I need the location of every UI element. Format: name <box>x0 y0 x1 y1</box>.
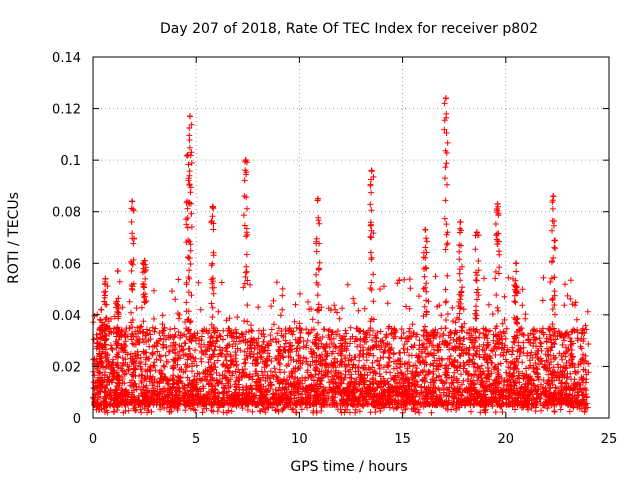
peak-point <box>187 113 194 120</box>
x-axis-label: GPS time / hours <box>290 459 407 475</box>
x-tick-label: 15 <box>394 432 411 447</box>
peak-point <box>513 260 520 267</box>
data-points <box>90 95 592 416</box>
x-tick-label: 20 <box>498 432 515 447</box>
grid-lines <box>93 57 609 418</box>
scatter-markers <box>90 95 592 416</box>
peak-point <box>242 157 249 164</box>
peak-point <box>314 195 321 202</box>
chart-title: Day 207 of 2018, Rate Of TEC Index for r… <box>160 21 538 37</box>
y-tick-label: 0.1 <box>60 154 81 169</box>
axis-ticks: 0 5 10 15 20 25 0 0.02 0.04 0.06 0.08 0.1 0.12 0.14 <box>52 51 617 447</box>
peak-point <box>368 167 375 174</box>
y-tick-label: 0 <box>73 412 81 427</box>
y-axis-label: ROTI / TECUs <box>6 192 22 284</box>
peak-point <box>473 229 480 236</box>
peak-point <box>98 306 105 313</box>
peak-point <box>114 268 121 275</box>
peak-point <box>442 95 449 102</box>
peak-point <box>422 226 429 233</box>
x-tick-label: 10 <box>291 432 308 447</box>
y-tick-label: 0.12 <box>52 103 81 118</box>
peak-point <box>209 203 216 210</box>
y-tick-label: 0.04 <box>52 309 81 324</box>
peak-point <box>184 151 191 158</box>
y-tick-label: 0.02 <box>52 360 81 375</box>
x-tick-label: 25 <box>601 432 618 447</box>
peak-point <box>102 275 109 282</box>
y-tick-label: 0.14 <box>52 51 81 66</box>
peak-point <box>457 219 464 226</box>
x-tick-label: 0 <box>89 432 97 447</box>
peak-point <box>141 257 148 264</box>
plot-frame <box>92 56 610 419</box>
y-tick-label: 0.06 <box>52 257 81 272</box>
y-tick-label: 0.08 <box>52 206 81 221</box>
peak-point <box>494 200 501 207</box>
x-tick-label: 5 <box>192 432 200 447</box>
peak-point <box>129 198 136 205</box>
peak-point <box>550 193 557 200</box>
